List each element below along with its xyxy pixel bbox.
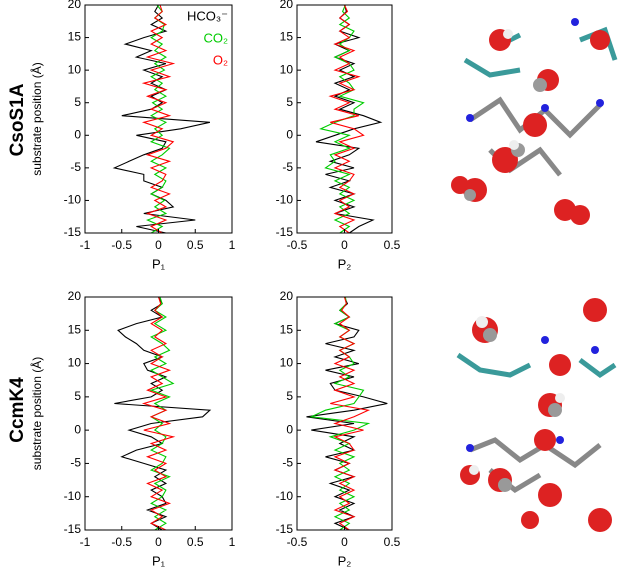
y-tick-label: 0 xyxy=(286,422,293,436)
y-tick-label: 15 xyxy=(68,30,82,44)
series-line xyxy=(114,296,212,531)
series-line xyxy=(315,4,383,234)
x-axis-label: P₂ xyxy=(338,553,352,568)
y-tick-label: 5 xyxy=(286,95,293,109)
x-tick-label: 0.5 xyxy=(187,238,204,252)
y-tick-label: 20 xyxy=(280,0,294,11)
x-tick-label: 0 xyxy=(155,535,162,549)
series-line xyxy=(328,4,365,234)
y-tick-label: 10 xyxy=(68,62,82,76)
x-axis-label: P₁ xyxy=(152,256,166,271)
series-line xyxy=(141,4,176,234)
x-tick-label: 0 xyxy=(341,535,348,549)
x-tick-label: 0.5 xyxy=(384,238,401,252)
row-label: CcmK4 xyxy=(7,377,28,443)
y-tick-label: -10 xyxy=(64,489,82,503)
y-tick-label: 20 xyxy=(68,289,82,303)
molecule-image xyxy=(451,5,620,240)
y-tick-label: 5 xyxy=(74,95,81,109)
y-tick-label: 5 xyxy=(286,389,293,403)
y-tick-label: 0 xyxy=(286,127,293,141)
y-tick-label: 10 xyxy=(280,62,294,76)
y-tick-label: 15 xyxy=(68,322,82,336)
x-tick-label: 0.5 xyxy=(187,535,204,549)
y-tick-label: -10 xyxy=(64,193,82,207)
x-tick-label: -0.5 xyxy=(111,535,132,549)
y-axis-label: substrate position (Å) xyxy=(29,62,44,175)
y-tick-label: 0 xyxy=(74,127,81,141)
x-tick-label: -1 xyxy=(80,535,91,549)
y-tick-label: -5 xyxy=(282,456,293,470)
y-tick-label: -15 xyxy=(276,225,294,239)
x-tick-label: -0.5 xyxy=(287,535,308,549)
x-tick-label: -1 xyxy=(80,238,91,252)
y-tick-label: 20 xyxy=(68,0,82,11)
series-line xyxy=(141,296,176,531)
x-tick-label: 0.5 xyxy=(384,535,401,549)
legend-entry: O₂ xyxy=(213,52,228,67)
y-tick-label: 0 xyxy=(74,422,81,436)
y-tick-label: 10 xyxy=(280,356,294,370)
y-tick-label: 15 xyxy=(280,322,294,336)
y-tick-label: -5 xyxy=(282,160,293,174)
molecule-image xyxy=(456,298,617,532)
x-axis-label: P₁ xyxy=(152,553,166,568)
x-tick-label: -0.5 xyxy=(111,238,132,252)
x-tick-label: 0 xyxy=(155,238,162,252)
x-tick-label: -0.5 xyxy=(287,238,308,252)
x-tick-label: 0 xyxy=(341,238,348,252)
y-tick-label: -15 xyxy=(64,225,82,239)
legend-entry: HCO₃⁻ xyxy=(187,8,228,23)
legend-entry: CO₂ xyxy=(203,30,228,45)
y-tick-label: 20 xyxy=(280,289,294,303)
y-tick-label: -10 xyxy=(276,193,294,207)
y-tick-label: 5 xyxy=(74,389,81,403)
y-tick-label: -15 xyxy=(64,522,82,536)
series-line xyxy=(330,296,371,531)
x-tick-label: 1 xyxy=(229,238,236,252)
y-tick-label: -5 xyxy=(70,160,81,174)
y-tick-label: -15 xyxy=(276,522,294,536)
row-label: CsoS1A xyxy=(7,83,28,156)
y-tick-label: -10 xyxy=(276,489,294,503)
series-line xyxy=(306,296,388,531)
y-tick-label: -5 xyxy=(70,456,81,470)
y-tick-label: 15 xyxy=(280,30,294,44)
y-tick-label: 10 xyxy=(68,356,82,370)
y-axis-label: substrate position (Å) xyxy=(29,357,44,470)
x-axis-label: P₂ xyxy=(338,256,352,271)
x-tick-label: 1 xyxy=(229,535,236,549)
